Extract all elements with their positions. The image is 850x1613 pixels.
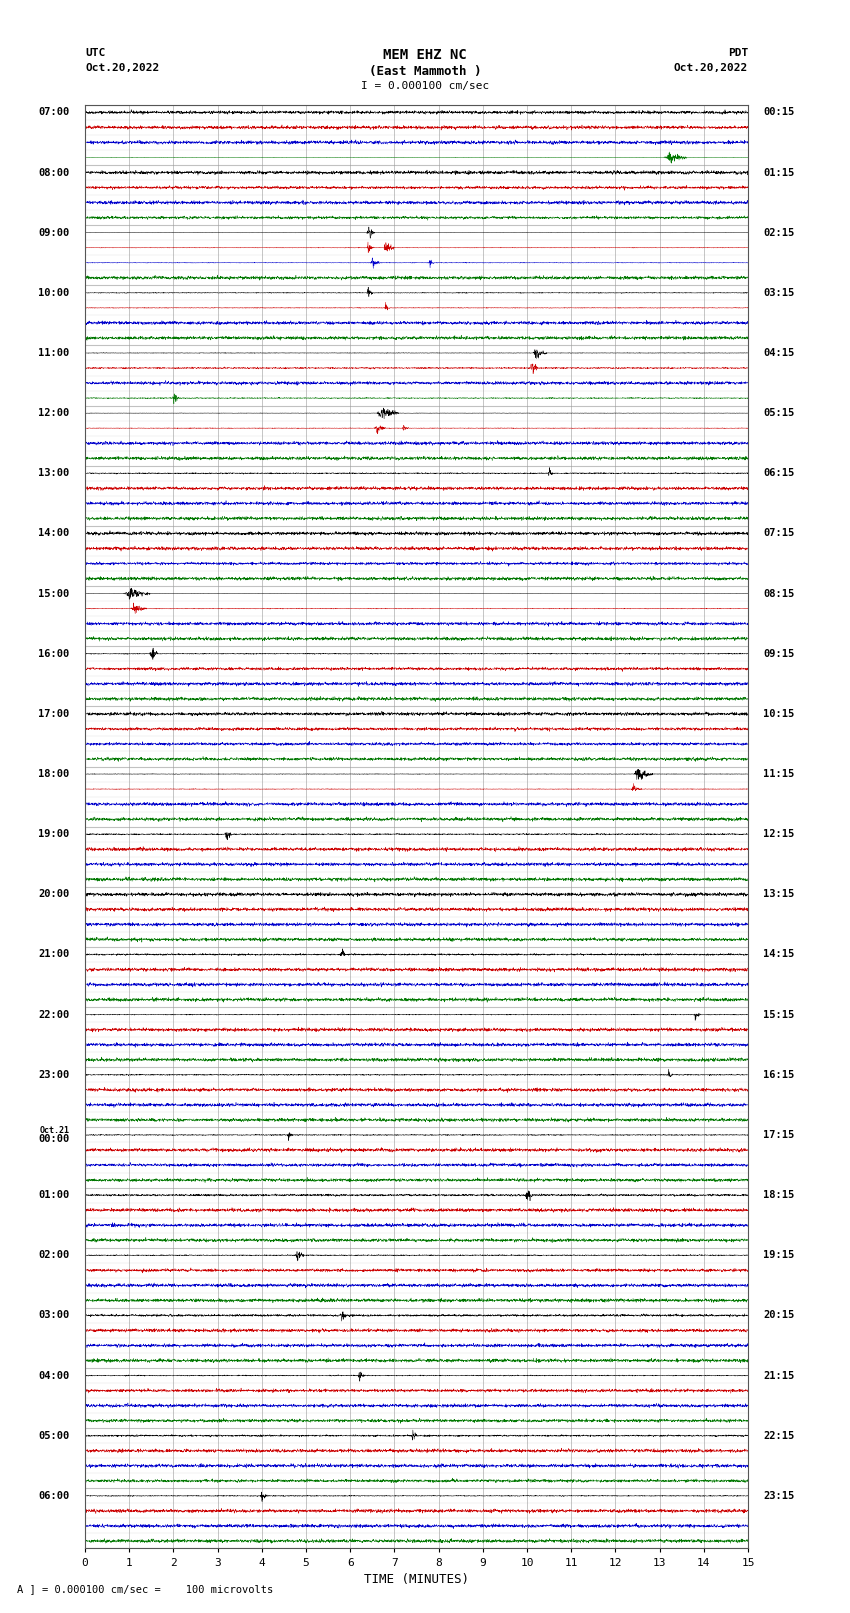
Text: Oct.21: Oct.21	[40, 1126, 70, 1136]
Text: 10:00: 10:00	[38, 287, 70, 298]
Text: 13:15: 13:15	[763, 889, 795, 900]
Text: 10:15: 10:15	[763, 708, 795, 719]
Text: 15:00: 15:00	[38, 589, 70, 598]
Text: 04:15: 04:15	[763, 348, 795, 358]
Text: 00:15: 00:15	[763, 108, 795, 118]
Text: 08:15: 08:15	[763, 589, 795, 598]
Text: 07:00: 07:00	[38, 108, 70, 118]
Text: 20:00: 20:00	[38, 889, 70, 900]
Text: 06:15: 06:15	[763, 468, 795, 479]
Text: 08:00: 08:00	[38, 168, 70, 177]
Text: 11:15: 11:15	[763, 769, 795, 779]
Text: 11:00: 11:00	[38, 348, 70, 358]
Text: 13:00: 13:00	[38, 468, 70, 479]
Text: 14:00: 14:00	[38, 529, 70, 539]
Text: 04:00: 04:00	[38, 1371, 70, 1381]
Text: 21:00: 21:00	[38, 950, 70, 960]
Text: 22:15: 22:15	[763, 1431, 795, 1440]
Text: A ] = 0.000100 cm/sec =    100 microvolts: A ] = 0.000100 cm/sec = 100 microvolts	[17, 1584, 273, 1594]
Text: 05:15: 05:15	[763, 408, 795, 418]
Text: 06:00: 06:00	[38, 1490, 70, 1500]
Text: 05:00: 05:00	[38, 1431, 70, 1440]
Text: 02:00: 02:00	[38, 1250, 70, 1260]
X-axis label: TIME (MINUTES): TIME (MINUTES)	[364, 1573, 469, 1586]
Text: 18:00: 18:00	[38, 769, 70, 779]
Text: PDT: PDT	[728, 48, 748, 58]
Text: 01:00: 01:00	[38, 1190, 70, 1200]
Text: Oct.20,2022: Oct.20,2022	[674, 63, 748, 73]
Text: 19:15: 19:15	[763, 1250, 795, 1260]
Text: MEM EHZ NC: MEM EHZ NC	[383, 48, 467, 63]
Text: 22:00: 22:00	[38, 1010, 70, 1019]
Text: UTC: UTC	[85, 48, 105, 58]
Text: 01:15: 01:15	[763, 168, 795, 177]
Text: 09:15: 09:15	[763, 648, 795, 658]
Text: (East Mammoth ): (East Mammoth )	[369, 65, 481, 77]
Text: 02:15: 02:15	[763, 227, 795, 237]
Text: 03:15: 03:15	[763, 287, 795, 298]
Text: I = 0.000100 cm/sec: I = 0.000100 cm/sec	[361, 81, 489, 90]
Text: 12:00: 12:00	[38, 408, 70, 418]
Text: 03:00: 03:00	[38, 1310, 70, 1321]
Text: 15:15: 15:15	[763, 1010, 795, 1019]
Text: 17:15: 17:15	[763, 1131, 795, 1140]
Text: 14:15: 14:15	[763, 950, 795, 960]
Text: 23:00: 23:00	[38, 1069, 70, 1079]
Text: 23:15: 23:15	[763, 1490, 795, 1500]
Text: 09:00: 09:00	[38, 227, 70, 237]
Text: 16:00: 16:00	[38, 648, 70, 658]
Text: 17:00: 17:00	[38, 708, 70, 719]
Text: 16:15: 16:15	[763, 1069, 795, 1079]
Text: 07:15: 07:15	[763, 529, 795, 539]
Text: 18:15: 18:15	[763, 1190, 795, 1200]
Text: 12:15: 12:15	[763, 829, 795, 839]
Text: 21:15: 21:15	[763, 1371, 795, 1381]
Text: 00:00: 00:00	[38, 1134, 70, 1144]
Text: 20:15: 20:15	[763, 1310, 795, 1321]
Text: 19:00: 19:00	[38, 829, 70, 839]
Text: Oct.20,2022: Oct.20,2022	[85, 63, 159, 73]
